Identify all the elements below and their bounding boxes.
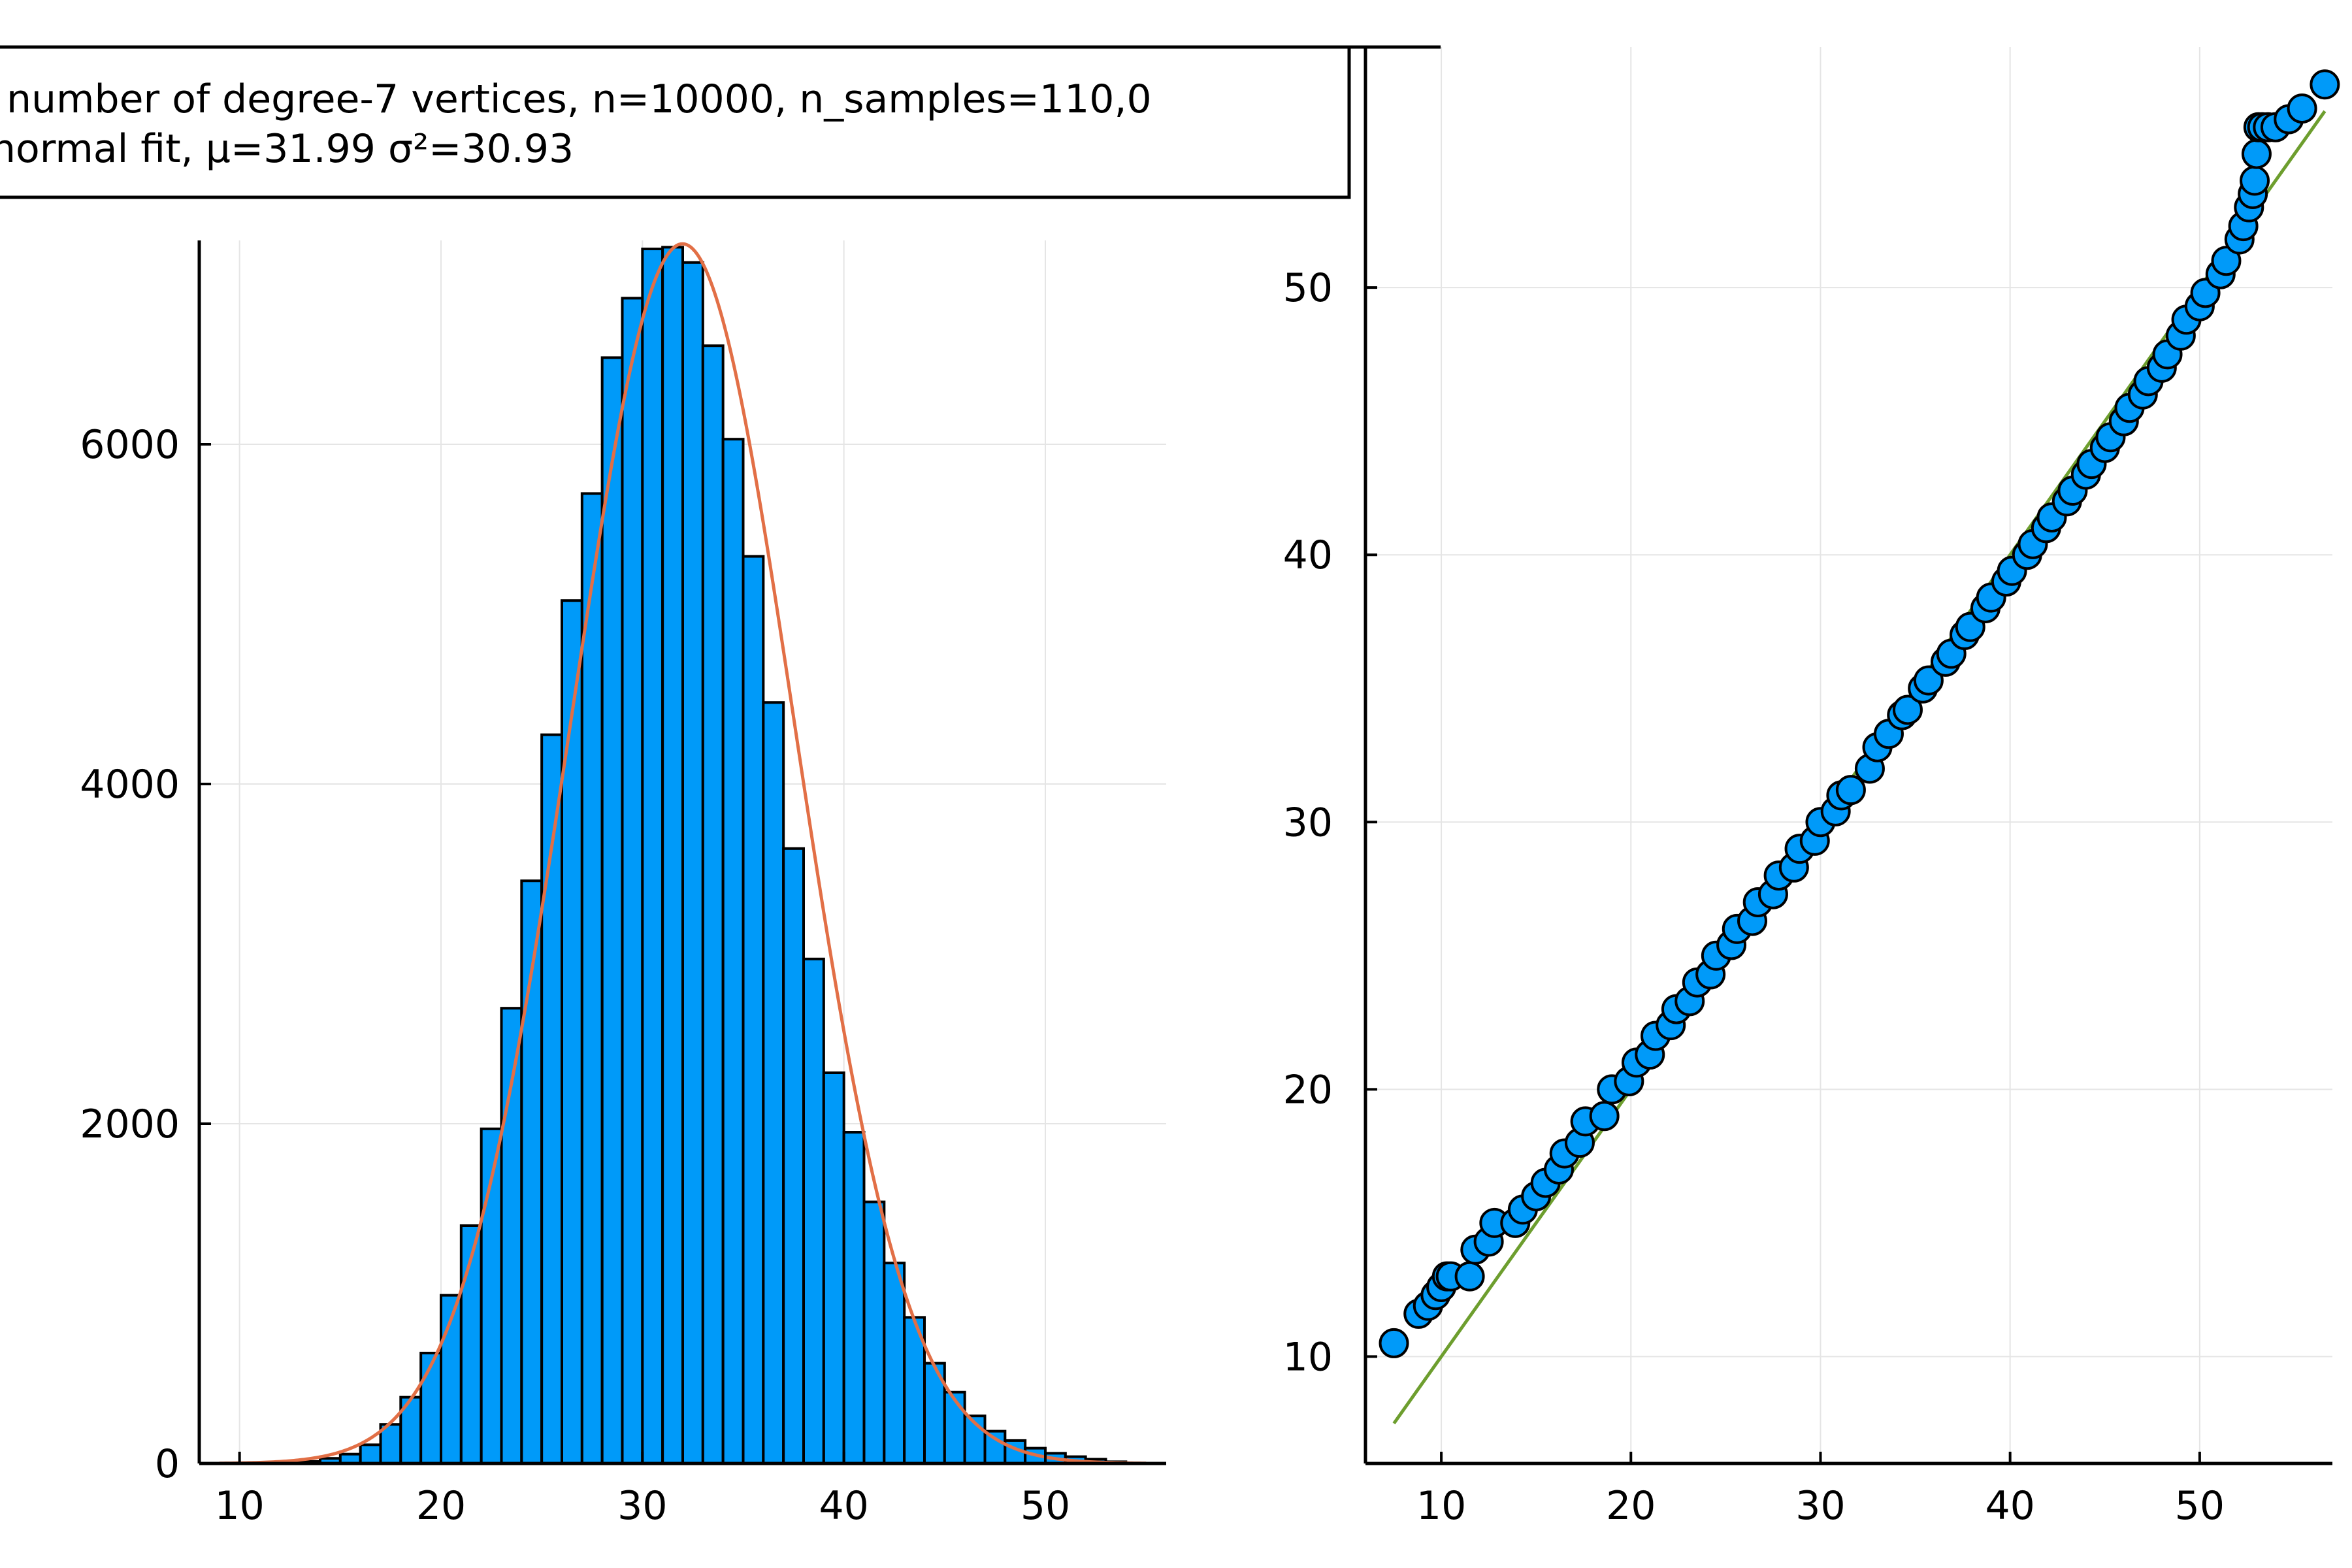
qq-axes [1364, 47, 2332, 1465]
qq-point [2241, 139, 2272, 169]
legend: number of degree-7 vertices, n=10000, n_… [0, 45, 1441, 199]
qq-x-tick-label: 10 [1416, 1483, 1466, 1529]
hist-x-tick-label: 50 [1021, 1483, 1070, 1529]
qq-y-tick-label: 30 [1283, 800, 1333, 845]
qq-y-tick-label: 50 [1283, 265, 1333, 311]
histogram-y-ticks: 0 2000 4000 6000 [80, 422, 211, 1487]
hist-y-tick-label: 6000 [80, 422, 180, 468]
qq-points [1379, 69, 2340, 1358]
hist-y-tick-label: 0 [155, 1441, 180, 1487]
qq-grid [1365, 47, 2332, 1463]
qq-point [1379, 1328, 1409, 1358]
qq-x-tick-label: 30 [1795, 1483, 1845, 1529]
legend-box [0, 45, 1351, 199]
qq-point [1892, 694, 1923, 725]
hist-bar [842, 1131, 866, 1465]
hist-x-tick-label: 30 [617, 1483, 667, 1529]
qq-x-tick-label: 40 [1985, 1483, 2034, 1529]
histogram-x-ticks: 10 20 30 40 50 [214, 1452, 1070, 1529]
hist-bar [580, 492, 604, 1465]
legend-entry-histogram: number of degree-7 vertices, n=10000, n_… [7, 76, 1152, 122]
hist-y-tick-label: 2000 [80, 1102, 180, 1147]
hist-bar [621, 297, 644, 1465]
hist-bar [661, 246, 685, 1465]
hist-bar [359, 1443, 382, 1465]
legend-entry-fit: normal fit, μ=31.99 σ²=30.93 [0, 126, 574, 172]
qq-y-ticks: 10 20 30 40 50 [1283, 265, 1377, 1380]
hist-bar [762, 701, 785, 1465]
qq-x-ticks: 10 20 30 40 50 [1416, 1452, 2225, 1529]
hist-bar [742, 555, 765, 1465]
qq-point [1589, 1101, 1620, 1132]
qq-point [2211, 246, 2242, 276]
hist-bar [782, 847, 805, 1465]
hist-bar [802, 957, 825, 1465]
hist-bar [701, 344, 725, 1465]
hist-bar [721, 438, 745, 1465]
qq-y-tick-label: 20 [1283, 1067, 1333, 1113]
hist-x-tick-label: 40 [819, 1483, 868, 1529]
qq-y-tick-label: 40 [1283, 532, 1333, 578]
qq-point [2287, 93, 2317, 124]
qq-x-tick-label: 20 [1606, 1483, 1656, 1529]
normal-fit-curve [219, 242, 1147, 1465]
hist-y-tick-label: 4000 [80, 762, 180, 808]
qq-point [1454, 1261, 1485, 1292]
hist-bar [862, 1200, 886, 1465]
qq-point [1913, 665, 1944, 696]
hist-bar [600, 356, 624, 1465]
hist-bar [520, 879, 544, 1465]
hist-bar [641, 248, 664, 1465]
hist-bar [419, 1352, 443, 1465]
hist-bar [883, 1262, 906, 1465]
qq-plot-panel: 10 20 30 40 50 10 20 30 40 50 [1283, 47, 2340, 1529]
hist-bar [561, 599, 583, 1465]
hist-bar [983, 1429, 1007, 1465]
hist-bar [943, 1390, 966, 1465]
hist-x-tick-label: 20 [416, 1483, 466, 1529]
qq-x-tick-label: 50 [2175, 1483, 2225, 1529]
qq-point [2310, 69, 2340, 100]
qq-point [1835, 775, 1866, 806]
hist-bar [822, 1071, 845, 1465]
hist-x-tick-label: 10 [214, 1483, 264, 1529]
histogram-bars [278, 246, 1128, 1465]
qq-y-tick-label: 10 [1283, 1334, 1333, 1380]
histogram-panel: 10 20 30 40 50 0 2000 4000 6000 [80, 240, 1166, 1529]
hist-bar [681, 261, 704, 1465]
qq-point [2240, 165, 2270, 196]
